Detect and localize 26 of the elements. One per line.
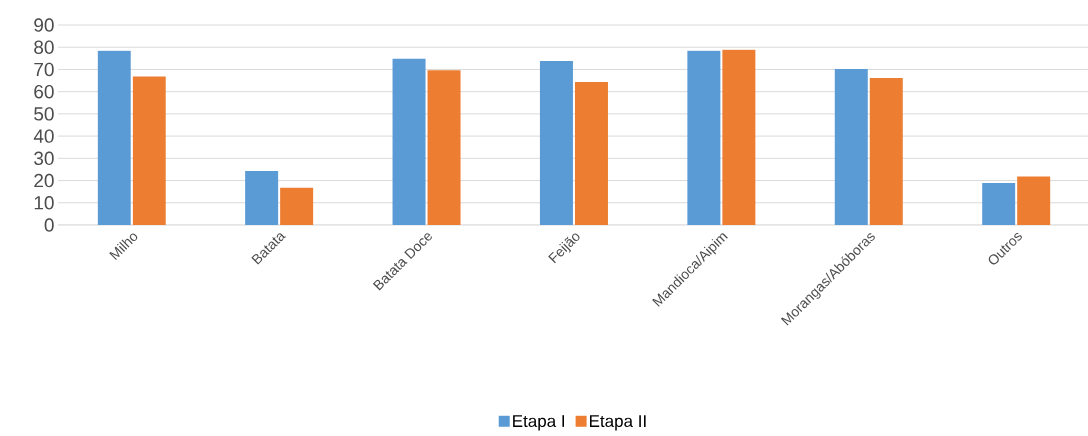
bar xyxy=(982,182,1016,225)
y-tick-label: 20 xyxy=(34,173,54,188)
y-tick-label: 10 xyxy=(34,196,54,210)
y-tick-label: 60 xyxy=(34,84,54,99)
bar xyxy=(869,77,903,225)
bar xyxy=(392,58,426,225)
bar xyxy=(245,171,279,225)
bar xyxy=(539,61,573,225)
bar xyxy=(280,187,314,225)
bar xyxy=(834,69,868,225)
bar xyxy=(97,50,131,225)
y-tick-label: 70 xyxy=(34,62,54,77)
legend-label: Etapa II xyxy=(589,415,646,431)
y-tick-label: 50 xyxy=(34,107,54,121)
bar xyxy=(427,70,461,225)
bar xyxy=(1017,176,1051,225)
y-tick-label: 30 xyxy=(34,151,54,166)
y-tick-label: 40 xyxy=(33,129,54,143)
y-tick-label: 80 xyxy=(34,40,54,54)
bar xyxy=(722,49,756,225)
legend-label: Etapa I xyxy=(513,415,565,431)
y-tick-label: 90 xyxy=(34,18,54,32)
bar xyxy=(132,76,166,225)
y-tick-label: 0 xyxy=(44,218,54,232)
bar xyxy=(687,50,721,225)
bar xyxy=(574,81,608,225)
